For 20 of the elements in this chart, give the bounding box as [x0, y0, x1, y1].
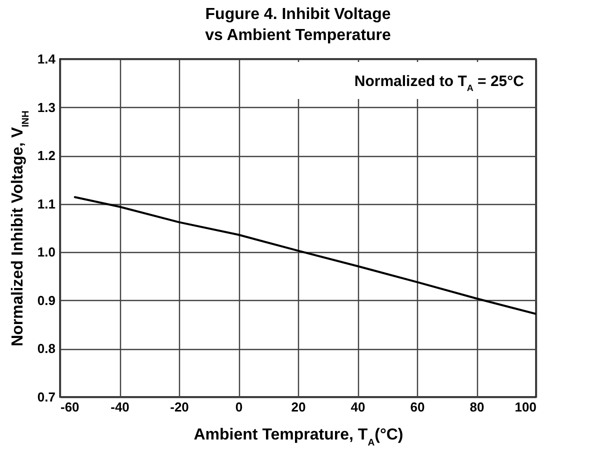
x-tick-label: -60 — [60, 400, 80, 414]
y-tick-label: 0.9 — [37, 292, 56, 308]
y-tick-label: 0.8 — [37, 341, 56, 356]
x-tick-label: 0 — [235, 400, 243, 414]
y-tick-label: 0.7 — [37, 390, 56, 404]
x-tick-label: 80 — [470, 400, 484, 414]
annotation: Normalized to T$_{A}$ = 25°C — [354, 73, 524, 93]
x-tick-label: -20 — [170, 400, 189, 414]
x-tick-label: 40 — [350, 400, 366, 414]
chart-title: Fugure 4. Inhibit Voltage vs Ambient Temperature — [205, 6, 392, 44]
x-axis-title: Ambient Temprature, T$_{A}$(°C) — [194, 426, 404, 448]
x-tick-label: 100 — [514, 400, 536, 414]
y-tick-label: 1.2 — [37, 148, 56, 164]
y-tick-label: 1.3 — [37, 100, 56, 115]
y-tick-label: 1.1 — [37, 196, 56, 212]
y-tick-label: 1.0 — [37, 244, 56, 260]
x-tick-label: 60 — [410, 400, 425, 414]
x-tick-label: -40 — [110, 400, 130, 414]
x-tick-label: 20 — [291, 400, 306, 414]
y-tick-label: 1.4 — [37, 52, 56, 66]
